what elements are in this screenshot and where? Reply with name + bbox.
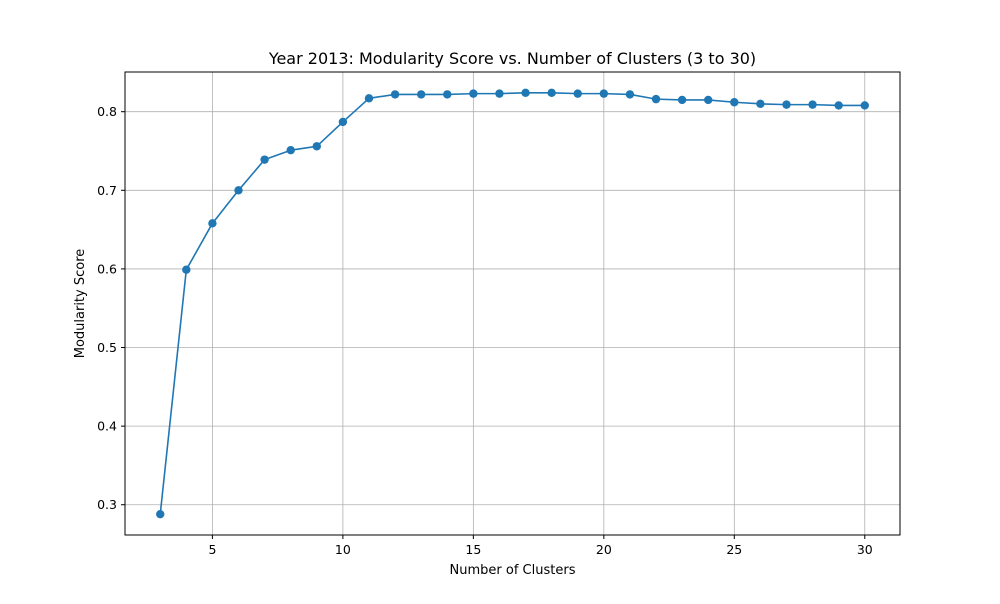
- chart-title: Year 2013: Modularity Score vs. Number o…: [268, 49, 756, 68]
- data-point: [730, 98, 739, 107]
- x-tick-label: 5: [208, 542, 216, 557]
- y-tick-label: 0.7: [97, 183, 117, 198]
- data-point: [338, 117, 348, 127]
- data-point: [704, 95, 713, 105]
- y-axis-label: Modularity Score: [73, 249, 88, 359]
- data-point: [860, 101, 869, 110]
- data-point: [286, 146, 295, 155]
- x-tick-label: 30: [857, 542, 873, 557]
- x-axis-label: Number of Clusters: [450, 563, 576, 578]
- data-point: [416, 90, 426, 99]
- y-tick-label: 0.5: [97, 340, 117, 355]
- data-point: [651, 94, 661, 104]
- data-point: [156, 509, 165, 519]
- y-tick-label: 0.6: [97, 261, 117, 276]
- x-tick-label: 20: [596, 542, 612, 557]
- data-point: [756, 99, 765, 109]
- data-point: [573, 89, 582, 98]
- data-point: [182, 265, 191, 274]
- data-point: [808, 100, 817, 109]
- y-tick-label: 0.4: [97, 419, 117, 434]
- x-tick-label: 15: [465, 542, 481, 557]
- data-point: [677, 95, 687, 105]
- plot-frame: [124, 71, 901, 536]
- y-tick-label: 0.8: [97, 104, 117, 119]
- data-point: [495, 89, 504, 98]
- axis-ticks: 5 10 15 20 25 30 0.3 0.4 0.5 0.6 0.7 0.8: [97, 104, 873, 557]
- data-point: [208, 219, 217, 228]
- y-tick-label: 0.3: [97, 497, 117, 512]
- data-point: [234, 186, 243, 195]
- data-point: [443, 90, 452, 99]
- data-point: [312, 142, 321, 151]
- data-point: [625, 90, 635, 99]
- series-layer: [156, 88, 869, 519]
- data-point: [469, 89, 478, 98]
- data-point: [599, 89, 609, 98]
- data-point: [547, 88, 556, 98]
- x-tick-label: 25: [726, 542, 742, 557]
- grid-lines: [125, 72, 900, 535]
- data-point: [364, 94, 374, 103]
- x-tick-label: 10: [335, 542, 351, 557]
- series-line: [159, 92, 865, 515]
- data-point: [521, 88, 530, 98]
- data-point: [834, 101, 843, 110]
- data-point: [782, 100, 791, 109]
- data-point: [260, 155, 269, 164]
- data-point: [390, 90, 400, 99]
